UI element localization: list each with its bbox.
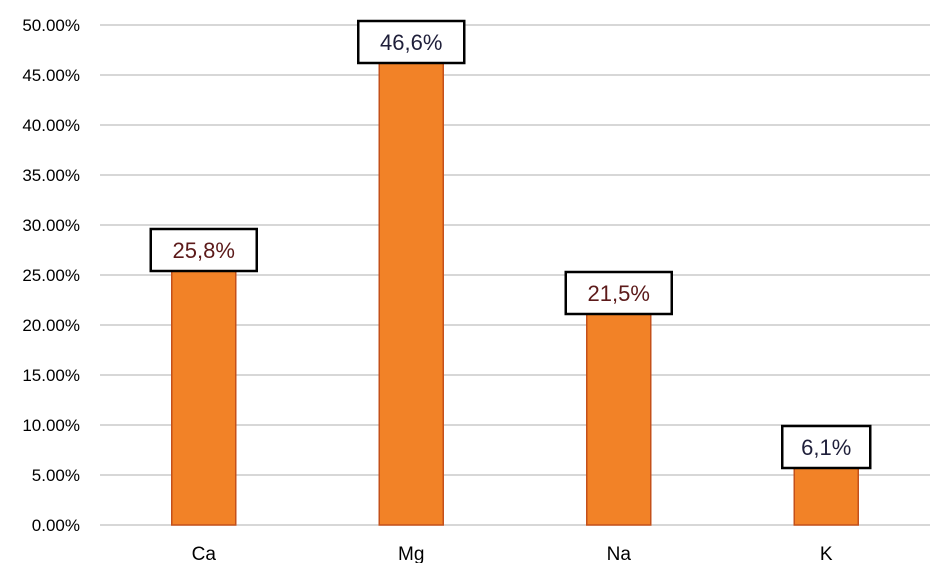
bar-mg	[378, 58, 444, 526]
gridlines	[100, 24, 930, 526]
y-tick-label: 10.00%	[22, 416, 80, 435]
y-tick-label: 20.00%	[22, 316, 80, 335]
y-tick-label: 0.00%	[32, 516, 80, 535]
data-label: 21,5%	[588, 281, 650, 306]
y-tick-label: 40.00%	[22, 116, 80, 135]
bar-na	[586, 309, 652, 526]
data-label-box	[781, 424, 872, 470]
bar-k	[793, 463, 859, 526]
data-label-box	[149, 227, 258, 273]
y-tick-label: 5.00%	[32, 466, 80, 485]
data-label: 25,8%	[173, 238, 235, 263]
y-tick-label: 25.00%	[22, 266, 80, 285]
y-tick-label: 45.00%	[22, 66, 80, 85]
bars	[171, 58, 859, 526]
x-category-label: K	[820, 544, 833, 563]
bar-ca	[171, 266, 237, 526]
y-axis-tick-labels: 0.00% 5.00% 10.00% 15.00% 20.00% 25.00% 30.00%…	[22, 16, 80, 535]
x-axis-category-labels: Ca Mg Na K	[192, 544, 833, 563]
data-label: 46,6%	[380, 30, 442, 55]
y-tick-label: 30.00%	[22, 216, 80, 235]
x-category-label: Mg	[398, 544, 424, 563]
data-labels: 25,8% 46,6% 21,5% 6,1%	[149, 19, 872, 470]
y-tick-label: 35.00%	[22, 166, 80, 185]
y-tick-label: 50.00%	[22, 16, 80, 35]
x-category-label: Na	[607, 544, 632, 563]
data-label: 6,1%	[801, 435, 851, 460]
x-category-label: Ca	[192, 544, 217, 563]
data-label-box	[564, 270, 673, 316]
y-tick-label: 15.00%	[22, 366, 80, 385]
data-label-box	[357, 19, 466, 65]
